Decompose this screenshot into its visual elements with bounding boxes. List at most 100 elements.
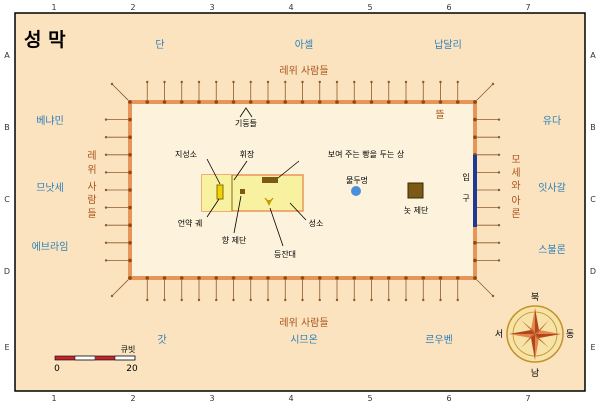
- pillar: [473, 276, 477, 280]
- peg: [422, 298, 425, 302]
- peg: [335, 80, 339, 84]
- tribe-right-middle: 잇사갈: [538, 181, 566, 194]
- levites-right-2: 세: [511, 167, 520, 179]
- tribe-top-center: 아셀: [295, 39, 313, 51]
- pillar: [352, 276, 357, 280]
- grid-col-bottom: 2: [130, 394, 135, 403]
- pillar: [248, 276, 253, 280]
- peg: [266, 80, 270, 84]
- pillar: [162, 276, 167, 280]
- grid-col-bottom: 5: [367, 394, 372, 403]
- lampstand-arms: [264, 197, 274, 202]
- pillar: [283, 276, 288, 280]
- peg: [163, 298, 166, 302]
- scale-seg-4: [114, 355, 136, 361]
- pillar: [128, 135, 132, 139]
- peg: [497, 136, 501, 139]
- scale-seg-2: [74, 355, 96, 361]
- peg: [104, 259, 108, 262]
- courtyard-pillars: [128, 100, 477, 280]
- leader-showbread: [277, 160, 300, 179]
- pillar: [197, 100, 201, 104]
- pillar: [231, 100, 236, 104]
- pillar: [231, 276, 236, 280]
- lampstand-shape: [266, 200, 272, 206]
- tribe-right-top: 유다: [543, 115, 561, 127]
- levites-left-4: 람: [87, 193, 96, 206]
- peg: [215, 80, 218, 84]
- pillar: [300, 276, 305, 280]
- tribe-bottom-left: 갓: [157, 334, 166, 346]
- grid-col-bottom: 1: [51, 394, 56, 403]
- compass-west: 서: [495, 329, 503, 340]
- pillar: [421, 100, 426, 104]
- grid-col-bottom: 4: [288, 394, 293, 403]
- levites-left-2: 위: [87, 163, 96, 176]
- pillar: [421, 276, 426, 280]
- pillar: [266, 100, 270, 104]
- peg: [387, 80, 390, 84]
- peg: [497, 171, 501, 174]
- leader-holy-place: [289, 202, 307, 221]
- scale-seg-1: [55, 356, 75, 360]
- peg: [497, 188, 501, 192]
- leader-holy-of-holies: [206, 158, 221, 185]
- label-laver: 물두멍: [346, 175, 368, 185]
- pillar: [128, 258, 132, 263]
- pillar: [438, 276, 443, 280]
- pillar: [179, 276, 184, 280]
- grid-col-top: 4: [288, 3, 293, 12]
- label-holy-of-holies: 지성소: [175, 150, 197, 159]
- tribe-top-right: 납달리: [434, 39, 462, 51]
- peg: [104, 224, 108, 227]
- pillar: [473, 258, 477, 263]
- scale-bar: 큐빗 0 20: [54, 345, 138, 374]
- pillar: [145, 100, 150, 104]
- label-lampstand: 등잔대: [274, 249, 296, 259]
- peg: [301, 298, 304, 302]
- levites-left-5: 들: [87, 208, 96, 220]
- peg: [387, 298, 390, 302]
- pillar: [438, 100, 443, 104]
- peg: [232, 298, 235, 302]
- label-ark: 언약 궤: [178, 218, 203, 228]
- leader-incense: [233, 195, 242, 234]
- peg: [215, 298, 218, 302]
- grid-row-left: B: [4, 123, 10, 132]
- pillar: [335, 100, 339, 104]
- pillar: [352, 100, 357, 104]
- peg: [497, 259, 501, 262]
- peg: [104, 241, 108, 244]
- label-pillars: 기둥들: [235, 119, 257, 128]
- label-incense-altar: 향 제단: [222, 235, 247, 245]
- pillar: [473, 100, 477, 104]
- leader-pillars: [239, 107, 253, 118]
- pillar: [162, 100, 167, 104]
- grid-row-left: C: [4, 195, 10, 204]
- tribe-bottom-center: 시므온: [290, 334, 318, 346]
- tribe-right-bottom: 스불론: [538, 244, 566, 256]
- peg: [497, 118, 501, 121]
- peg: [110, 294, 114, 298]
- burnt-altar-shape: [407, 182, 424, 199]
- peg: [197, 80, 201, 84]
- peg: [180, 80, 183, 84]
- peg-rope: [111, 277, 131, 297]
- peg-rope: [474, 277, 494, 297]
- peg: [110, 82, 114, 86]
- pillar: [404, 100, 408, 104]
- peg: [104, 206, 108, 209]
- peg-rope: [111, 83, 131, 103]
- tent-pegs: [104, 80, 501, 302]
- label-courtyard: 뜰: [435, 109, 444, 121]
- peg: [335, 298, 339, 302]
- leader-ark: [206, 198, 220, 218]
- grid-row-right: A: [590, 51, 596, 60]
- peg: [439, 298, 442, 302]
- peg: [497, 206, 501, 209]
- pillar: [386, 100, 391, 104]
- label-burnt-altar: 놋 제단: [404, 205, 429, 215]
- pillar: [473, 135, 477, 139]
- peg: [422, 80, 425, 84]
- label-veil: 휘장: [240, 149, 255, 159]
